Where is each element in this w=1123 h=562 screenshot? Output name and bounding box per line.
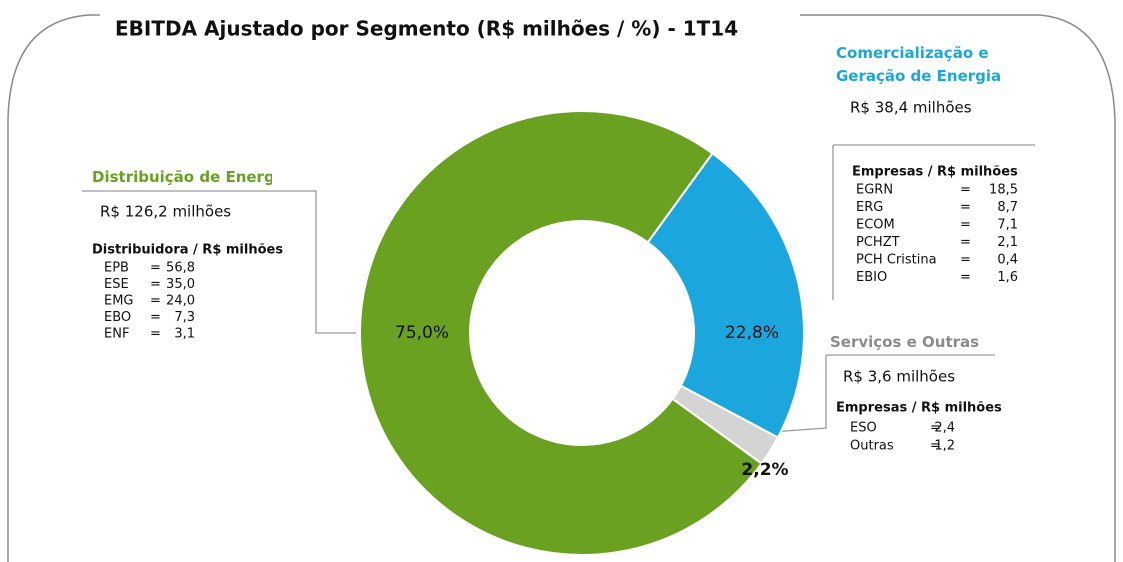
- item-name: EBO: [104, 310, 131, 325]
- item-value: 3,1: [174, 327, 195, 342]
- item-value: 8,7: [997, 200, 1018, 215]
- item-name: Outras: [850, 439, 894, 454]
- item-equals: =: [930, 439, 941, 454]
- item-equals: =: [960, 253, 971, 268]
- item-name: ENF: [104, 327, 129, 342]
- segment-total: R$ 126,2 milhões: [100, 203, 231, 221]
- leader-line: [832, 144, 1035, 300]
- slice: [359, 110, 764, 556]
- segment-total: R$ 38,4 milhões: [850, 99, 972, 117]
- item-equals: =: [150, 327, 161, 342]
- segment-total: R$ 3,6 milhões: [843, 368, 955, 386]
- slice: [671, 384, 780, 465]
- item-equals: =: [960, 183, 971, 198]
- item-value: 7,3: [174, 310, 195, 325]
- item-value: 2,4: [934, 421, 955, 436]
- category-label-box: Distribuição de Energia: [92, 168, 272, 186]
- leader-line: [82, 190, 356, 334]
- item-value: 1,2: [934, 439, 955, 454]
- details-header: Empresas / R$ milhões: [836, 401, 1002, 416]
- item-name: ECOM: [856, 218, 895, 233]
- chart-title: EBITDA Ajustado por Segmento (R$ milhões…: [115, 17, 738, 41]
- item-name: EBIO: [856, 270, 887, 285]
- item-name: ERG: [856, 200, 883, 215]
- leader-line: [771, 354, 995, 433]
- item-name: EMG: [104, 294, 134, 309]
- category-label-box: Comercialização e Geração de Energia: [836, 44, 1002, 85]
- item-value: 18,5: [989, 183, 1018, 198]
- item-value: 24,0: [166, 294, 195, 309]
- category-label-box: Serviços e Outras: [830, 333, 980, 351]
- item-equals: =: [960, 218, 971, 233]
- item-value: 56,8: [166, 261, 195, 276]
- frame: [7, 14, 1116, 562]
- slice: [646, 152, 805, 439]
- data-label: 2,2%: [741, 460, 788, 480]
- item-name: PCH Cristina: [856, 253, 937, 268]
- data-label: 75,0%: [395, 323, 449, 343]
- item-equals: =: [960, 270, 971, 285]
- details-header: Empresas / R$ milhões: [852, 165, 1018, 180]
- item-name: ESE: [104, 277, 129, 292]
- item-value: 35,0: [166, 277, 195, 292]
- item-value: 0,4: [997, 253, 1018, 268]
- category-label: Distribuição de Energia: [92, 168, 272, 186]
- item-name: PCHZT: [856, 235, 900, 250]
- item-equals: =: [150, 310, 161, 325]
- item-equals: =: [150, 294, 161, 309]
- item-name: EPB: [104, 261, 129, 276]
- item-equals: =: [960, 235, 971, 250]
- item-value: 7,1: [997, 218, 1018, 233]
- item-equals: =: [150, 261, 161, 276]
- item-value: 2,1: [997, 235, 1018, 250]
- item-equals: =: [960, 200, 971, 215]
- item-equals: =: [150, 277, 161, 292]
- category-label: Serviços e Outras: [830, 333, 980, 351]
- item-name: EGRN: [856, 183, 893, 198]
- category-label: Comercialização e Geração de Energia: [836, 44, 1002, 85]
- data-label: 22,8%: [725, 323, 779, 343]
- item-equals: =: [930, 421, 941, 436]
- item-value: 1,6: [997, 270, 1018, 285]
- details-header: Distribuidora / R$ milhões: [92, 243, 283, 258]
- item-name: ESO: [850, 421, 877, 436]
